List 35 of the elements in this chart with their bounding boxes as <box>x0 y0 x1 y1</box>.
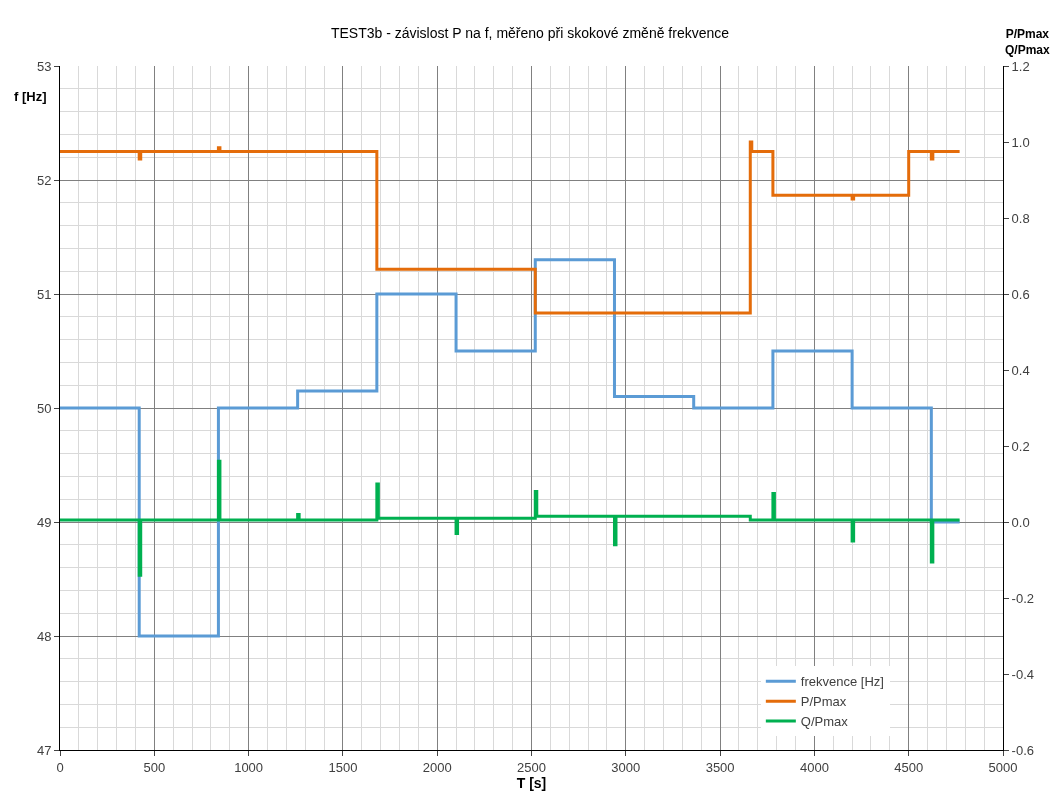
x-tick-label: 2500 <box>517 759 546 775</box>
y2-tick-label: 0.2 <box>1011 438 1030 454</box>
legend-label: Q/Pmax <box>800 714 849 730</box>
x-axis-title: T [s] <box>516 774 547 791</box>
x-tick-label: 3000 <box>611 759 641 775</box>
y-axis-title: f [Hz] <box>14 89 47 104</box>
legend-label: P/Pmax <box>800 694 847 710</box>
y-tick-label: 52 <box>36 172 52 188</box>
chart-title: TEST3b - závislost P na f, měřeno při skokové změně frekvence <box>330 25 730 42</box>
y-tick-label: 50 <box>36 400 52 416</box>
y-tick-label: 49 <box>36 514 52 530</box>
legend-label: frekvence [Hz] <box>800 674 884 690</box>
y2-tick-label: -0.4 <box>1011 666 1035 682</box>
y2-tick-label: 0.6 <box>1011 286 1030 302</box>
x-tick-label: 4500 <box>894 759 924 775</box>
y2-tick-label: 0.4 <box>1011 362 1030 378</box>
x-tick-label: 500 <box>143 759 166 775</box>
x-tick-label: 4000 <box>799 759 829 775</box>
y2-tick-label: 0.8 <box>1011 210 1030 226</box>
y2-tick-label: -0.2 <box>1011 590 1035 606</box>
y-tick-label: 51 <box>36 286 52 302</box>
x-tick-label: 2000 <box>422 759 452 775</box>
y2-axis-title: P/Pmax Q/Pmax <box>1005 27 1051 57</box>
y-tick-label: 53 <box>36 58 52 74</box>
x-tick-label: 5000 <box>988 759 1018 775</box>
y2-tick-label: 0.0 <box>1011 514 1030 530</box>
y2-tick-label: 1.0 <box>1011 134 1030 150</box>
y-tick-label: 48 <box>36 628 52 644</box>
x-tick-label: 0 <box>56 759 64 775</box>
x-tick-label: 1500 <box>328 759 358 775</box>
x-tick-label: 1000 <box>234 759 264 775</box>
y2-tick-label: 1.2 <box>1011 58 1030 74</box>
x-tick-label: 3500 <box>705 759 735 775</box>
y2-tick-label: -0.6 <box>1011 742 1035 758</box>
y-tick-label: 47 <box>36 742 52 758</box>
